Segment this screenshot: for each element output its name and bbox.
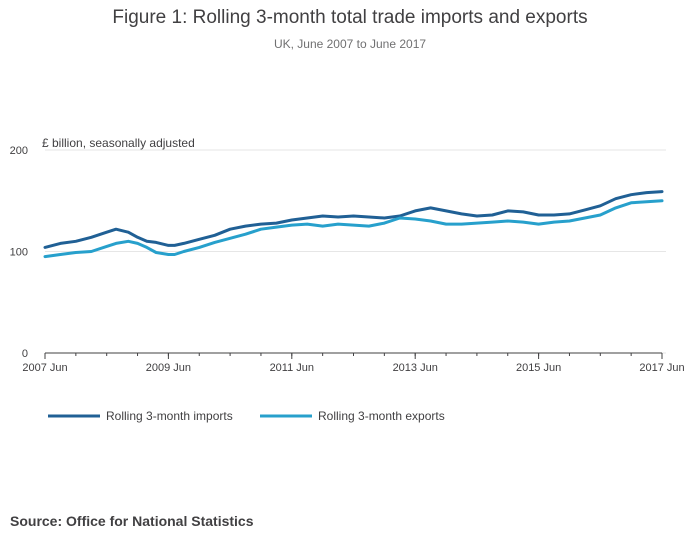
legend-label: Rolling 3-month imports	[106, 409, 233, 423]
y-tick-label: 0	[22, 348, 28, 360]
y-tick-label: 100	[10, 247, 28, 259]
x-tick-label: 2009 Jun	[146, 362, 191, 374]
x-tick-label: 2015 Jun	[516, 362, 561, 374]
series-line-exports	[43, 199, 664, 259]
x-tick-label: 2007 Jun	[22, 362, 67, 374]
x-tick-label: 2011 Jun	[270, 362, 314, 374]
chart-title: Figure 1: Rolling 3-month total trade im…	[112, 7, 588, 28]
series-line-imports	[43, 190, 664, 249]
legend: Rolling 3-month imports Rolling 3-month e…	[48, 409, 445, 423]
legend-label: Rolling 3-month exports	[318, 409, 445, 423]
source-note: Source: Office for National Statistics	[10, 513, 254, 529]
x-axis: 2007 Jun 2009 Jun 2011 Jun 2013 Jun 2015 Jun…	[22, 352, 685, 374]
y-tick-label: 200	[10, 145, 28, 157]
gridlines: 0 100 200	[10, 145, 666, 360]
x-tick-label: 2013 Jun	[393, 362, 438, 374]
chart-subtitle: UK, June 2007 to June 2017	[273, 37, 427, 51]
y-axis-label: £ billion, seasonally adjusted	[42, 136, 195, 150]
x-tick-label: 2017 Jun	[639, 362, 684, 374]
series-lines	[43, 190, 664, 259]
